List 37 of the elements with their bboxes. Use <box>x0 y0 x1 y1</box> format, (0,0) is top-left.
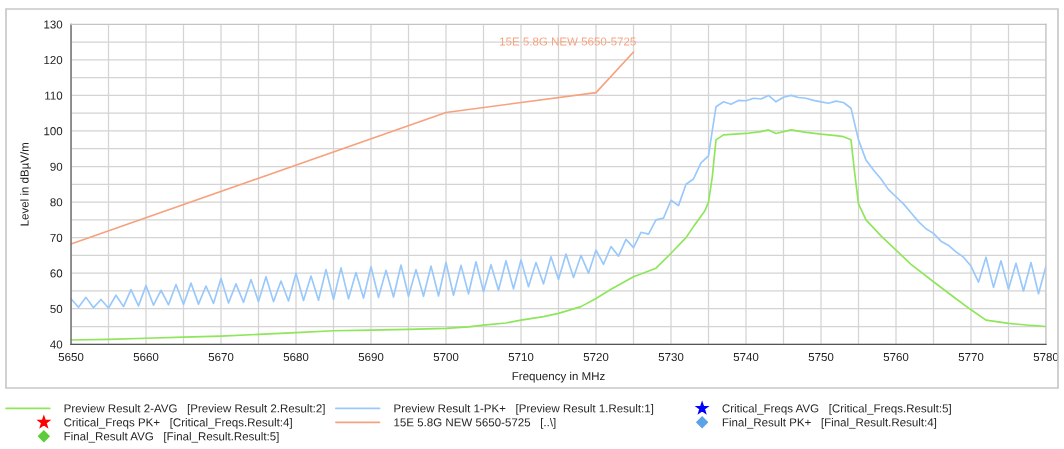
annotation: 15E 5.8G NEW 5650-5725 <box>500 37 636 46</box>
legend-label: Final_Result PK+ [Final_Result.Result:4] <box>722 417 937 429</box>
y-tick-label: 90 <box>50 162 63 171</box>
y-tick-label: 50 <box>50 304 63 314</box>
legend-label: Final_Result AVG [Final_Result.Result:5] <box>64 431 279 443</box>
y-tick-label: 120 <box>44 55 63 65</box>
y-tick-label: 130 <box>44 20 63 29</box>
x-tick-label: 5710 <box>508 352 534 362</box>
y-tick-label: 70 <box>50 233 63 242</box>
legend-label: 15E 5.8G NEW 5650-5725 [..\] <box>394 417 556 429</box>
y-tick-label: 100 <box>44 127 63 136</box>
x-tick-label: 5780 <box>1033 352 1059 362</box>
x-tick-label: 5750 <box>808 352 834 362</box>
x-tick-label: 5770 <box>958 352 984 362</box>
x-tick-label: 5680 <box>283 352 309 362</box>
x-tick-label: 5650 <box>58 352 84 362</box>
legend-label: Preview Result 1-PK+ [Preview Result 1.Result:1] <box>394 404 654 415</box>
line-series <box>71 94 1046 309</box>
x-tick-label: 5730 <box>658 352 684 362</box>
x-tick-label: 5670 <box>208 352 234 362</box>
legend-label: Critical_Freqs AVG [Critical_Freqs.Result:5] <box>722 404 951 415</box>
line-series <box>71 129 1046 341</box>
y-tick-label: 80 <box>50 198 63 207</box>
y-tick-label: 40 <box>50 340 63 349</box>
line-series <box>71 51 635 245</box>
x-tick-label: 5760 <box>883 352 909 362</box>
x-tick-label: 5660 <box>133 352 159 362</box>
x-tick-label: 5690 <box>358 352 384 362</box>
legend-label: Preview Result 2-AVG [Preview Result 2.Result:2] <box>64 404 325 415</box>
y-tick-label: 60 <box>50 269 63 278</box>
y-axis-title: Level in dBµV/m <box>20 142 31 226</box>
x-tick-label: 5740 <box>733 352 759 362</box>
y-tick-label: 110 <box>45 91 63 100</box>
x-tick-label: 5720 <box>583 352 609 362</box>
legend-label: Critical_Freqs PK+ [Critical_Freqs.Result:4] <box>64 417 292 429</box>
x-axis-title: Frequency in MHz <box>512 371 605 383</box>
x-tick-label: 5700 <box>433 352 459 362</box>
